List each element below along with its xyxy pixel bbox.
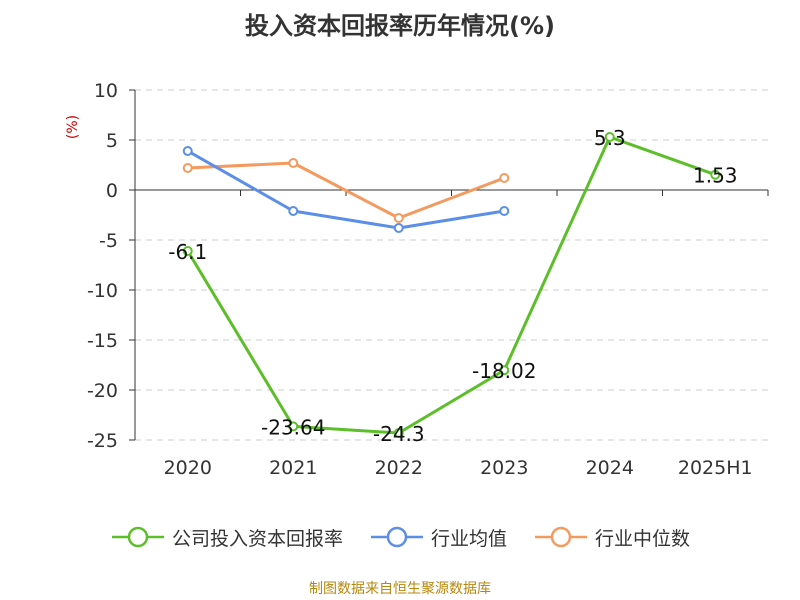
- data-point: [288, 421, 299, 432]
- legend-item[interactable]: 行业中位数: [533, 524, 690, 551]
- series-line: [187, 161, 505, 220]
- data-label: -6.1: [168, 240, 207, 264]
- data-point: [182, 146, 193, 156]
- data-point: [393, 428, 404, 438]
- y-axis-label: (%): [65, 115, 81, 139]
- y-tick-label: -20: [87, 380, 118, 402]
- legend-item[interactable]: 公司投入资本回报率: [110, 524, 343, 551]
- x-tick-label: 2022: [375, 457, 423, 479]
- data-point: [393, 223, 404, 233]
- data-label: -24.3: [373, 422, 425, 446]
- data-point: [288, 206, 299, 216]
- source-note: 制图数据来自恒生聚源数据库: [309, 581, 491, 597]
- y-tick-label: -15: [87, 330, 118, 352]
- data-label: 5.3: [594, 126, 626, 150]
- legend-circle: [386, 526, 408, 548]
- legend-label: 行业中位数: [595, 527, 691, 550]
- data-label: -18.02: [472, 359, 536, 383]
- legend-label: 公司投入资本回报率: [171, 527, 343, 550]
- x-tick-label: 2025H1: [678, 457, 753, 479]
- data-label: 1.53: [693, 164, 738, 188]
- data-point: [499, 206, 510, 216]
- chart-title: 投入资本回报率历年情况(%): [245, 12, 555, 40]
- y-tick-label: 5: [106, 130, 118, 152]
- legend-circle: [127, 526, 149, 548]
- x-tick-label: 2020: [164, 457, 212, 479]
- data-point: [182, 163, 193, 173]
- legend: 公司投入资本回报率 行业均值 行业中位数: [0, 520, 800, 554]
- legend-marker-icon: [535, 526, 587, 548]
- series-line: [187, 149, 505, 230]
- x-tick-label: 2021: [269, 457, 317, 479]
- y-tick-label: -10: [87, 280, 118, 302]
- legend-circle: [550, 526, 572, 548]
- legend-item[interactable]: 行业均值: [369, 524, 507, 551]
- data-point: [710, 169, 721, 180]
- y-tick-label: -5: [99, 230, 118, 252]
- legend-marker-icon: [111, 526, 164, 548]
- legend-marker-icon: [370, 526, 423, 548]
- y-tick-label: 0: [106, 180, 118, 202]
- y-tick-label: 10: [94, 80, 118, 102]
- y-tick-label: -25: [87, 430, 118, 452]
- data-point: [182, 246, 193, 256]
- series-line: [186, 135, 716, 435]
- data-label: -23.64: [261, 415, 325, 439]
- data-point: [288, 158, 299, 168]
- data-point: [499, 173, 510, 183]
- x-tick-label: 2023: [480, 457, 528, 479]
- data-point: [499, 365, 510, 376]
- data-point: [604, 132, 615, 142]
- data-point: [393, 213, 404, 223]
- x-tick-label: 2024: [586, 457, 634, 479]
- legend-label: 行业均值: [430, 527, 507, 550]
